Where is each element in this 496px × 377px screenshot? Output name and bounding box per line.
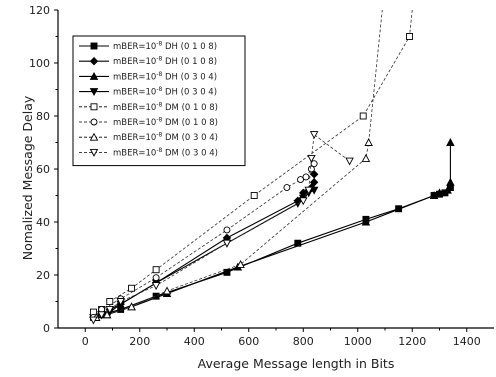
series-3-line [96, 142, 451, 318]
legend-entry: mBER=10-8 DH (0 1 0 8) [79, 41, 217, 53]
diamond-marker [89, 56, 99, 66]
triangle-down-marker [307, 154, 316, 163]
triangle-down-marker [304, 186, 313, 195]
triangle-up-marker [364, 138, 373, 146]
legend-entry: mBER=10-8 DH (0 3 0 4) [79, 86, 217, 98]
legend-label: mBER=10-8 DH (0 3 0 4) [113, 86, 217, 98]
circle-marker [297, 176, 304, 184]
legend-entry: mBER=10-8 DM (0 1 0 8) [79, 117, 218, 129]
legend-entry: mBER=10-8 DM (0 3 0 4) [79, 132, 218, 144]
y-tick-label: 20 [36, 269, 50, 282]
y-tick-label: 120 [29, 4, 50, 17]
triangle-down-marker [222, 239, 232, 248]
square-marker [90, 42, 98, 50]
circle-marker [302, 173, 310, 181]
legend-label: mBER=10-8 DM (0 1 0 8) [113, 101, 218, 113]
triangle-up-marker [89, 132, 99, 141]
legend-entry: mBER=10-8 DH (0 3 0 4) [79, 71, 217, 83]
triangle-up-marker [361, 153, 371, 162]
triangle-down-marker [298, 197, 308, 206]
triangle-up-marker [446, 138, 455, 146]
circle-marker [152, 274, 160, 282]
triangle-down-marker [89, 88, 99, 97]
legend-label: mBER=10-8 DM (0 1 0 8) [113, 117, 218, 129]
triangle-up-marker [361, 217, 371, 226]
series-group [89, 10, 455, 325]
triangle-down-marker [97, 311, 106, 320]
x-tick-label: 0 [82, 335, 89, 348]
legend-label: mBER=10-8 DM (0 3 0 4) [113, 147, 218, 159]
square-marker [250, 192, 258, 199]
square-marker [128, 284, 136, 292]
legend-label: mBER=10-8 DH (0 3 0 4) [113, 71, 217, 83]
x-tick-label: 1400 [453, 335, 481, 348]
series-1 [89, 184, 454, 321]
triangle-down-marker [116, 298, 125, 306]
square-marker [152, 266, 160, 274]
legend-label: mBER=10-8 DH (0 1 0 8) [113, 41, 217, 53]
triangle-down-marker [151, 282, 161, 291]
square-marker [406, 33, 413, 40]
axes: 0 200 400 600 800 1000 1200 1400 0 20 40 60 80 100 120 [29, 4, 494, 348]
triangle-down-marker [309, 131, 319, 139]
x-tick-label: 1000 [344, 335, 372, 348]
legend-label: mBER=10-8 DM (0 3 0 4) [113, 132, 218, 144]
x-tick-label: 200 [129, 335, 150, 348]
legend-entry: mBER=10-8 DH (0 1 0 8) [79, 56, 217, 68]
y-tick-label: 80 [36, 110, 50, 123]
legend-entry: mBER=10-8 DM (0 3 0 4) [79, 147, 218, 159]
triangle-up-marker [429, 191, 439, 199]
y-axis-title: Nomalized Message Delay [20, 95, 35, 260]
triangle-up-marker [162, 286, 172, 295]
x-tick-label: 800 [293, 335, 314, 348]
series-6 [89, 160, 318, 321]
triangle-down-marker [89, 316, 98, 325]
diamond-marker [309, 170, 319, 179]
square-marker [106, 298, 114, 305]
triangle-up-marker [443, 185, 452, 194]
diamond-marker [309, 178, 319, 187]
x-axis-title: Average Message length in Bits [198, 356, 395, 371]
legend-label: mBER=10-8 DH (0 1 0 8) [113, 56, 217, 68]
series-8-line [93, 133, 350, 321]
series-4 [89, 186, 319, 322]
triangle-down-marker [105, 306, 115, 314]
triangle-up-marker [236, 259, 245, 268]
circle-marker [307, 165, 315, 173]
x-tick-label: 600 [238, 335, 259, 348]
triangle-up-marker [435, 188, 444, 197]
series-8 [89, 131, 354, 325]
y-tick-label: 60 [36, 163, 50, 176]
triangle-down-marker [309, 186, 319, 195]
legend-box [72, 35, 246, 167]
legend: mBER=10-8 DH (0 1 0 8) mBER=10-8 DH (0 1 … [72, 35, 246, 167]
square-marker [359, 112, 367, 120]
triangle-down-marker [89, 148, 99, 157]
series-6-line [93, 163, 315, 318]
triangle-up-marker [127, 302, 136, 311]
y-tick-label: 0 [43, 322, 50, 335]
circle-marker [283, 184, 291, 192]
legend-entry: mBER=10-8 DM (0 1 0 8) [79, 101, 218, 113]
y-tick-label: 100 [29, 57, 50, 70]
triangle-up-marker [446, 177, 455, 186]
triangle-up-marker [102, 310, 112, 319]
series-3 [91, 138, 455, 321]
triangle-down-marker [345, 157, 354, 166]
square-marker [90, 103, 98, 111]
x-tick-label: 400 [184, 335, 205, 348]
circle-marker [223, 226, 231, 234]
triangle-up-marker [89, 71, 99, 80]
circle-marker [90, 118, 98, 126]
x-tick-label: 1200 [398, 335, 426, 348]
y-tick-label: 40 [36, 216, 50, 229]
